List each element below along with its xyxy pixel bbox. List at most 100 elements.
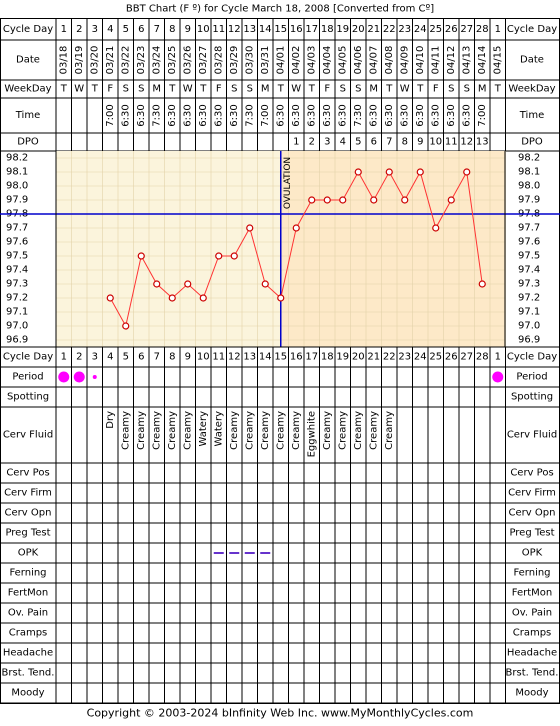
y-tick-label-left: 97.0	[6, 321, 28, 332]
temperature-point	[432, 224, 440, 232]
dpo-row-cell: 6	[371, 137, 377, 148]
cycle-day-cell-lower: 7	[154, 352, 160, 363]
date-row-cell: 03/29	[229, 46, 240, 75]
cycle-day-row-cell: 8	[169, 24, 175, 35]
lower-row-label-right: Cerv Pos	[510, 468, 553, 479]
date-row-cell: 03/27	[198, 46, 209, 75]
y-tick-label-left: 98.2	[6, 153, 28, 164]
date-row-cell: 04/05	[337, 46, 348, 75]
weekday-row-cell: W	[74, 84, 84, 95]
temperature-point	[184, 280, 192, 288]
cycle-day-row-cell: 5	[123, 24, 129, 35]
temperature-point	[230, 252, 238, 260]
y-tick-label-left: 97.3	[6, 279, 28, 290]
period-dot	[492, 371, 504, 383]
dpo-row-cell: 7	[386, 137, 392, 148]
date-row-cell: 03/20	[89, 46, 100, 75]
temperature-point	[246, 224, 254, 232]
weekday-row-cell: S	[247, 84, 253, 95]
weekday-row-cell: M	[152, 84, 161, 95]
lower-row-label-left: Spotting	[7, 392, 49, 403]
lower-row-label-right: Period	[516, 372, 547, 383]
y-tick-label-right: 97.2	[518, 293, 540, 304]
lower-row-label-left: Cerv Opn	[5, 508, 52, 519]
y-tick-label-right: 98.2	[518, 153, 540, 164]
time-row-cell: 6:30	[415, 104, 426, 126]
time-row-cell: 6:30	[136, 104, 147, 126]
time-row-cell: 6:30	[322, 104, 333, 126]
weekday-row-cell: F	[216, 84, 222, 95]
lower-row-label-right: FertMon	[512, 588, 552, 599]
cervical-fluid-cell: Creamy	[182, 411, 193, 450]
temperature-point	[447, 196, 455, 204]
period-dot	[92, 375, 97, 379]
cervical-fluid-cell: Creamy	[337, 411, 348, 450]
period-dot	[58, 371, 70, 383]
time-row-cell: 6:30	[306, 104, 317, 126]
time-row-cell: 6:30	[461, 104, 472, 126]
date-row-cell: 03/21	[105, 46, 116, 75]
cycle-day-cell-lower: 18	[321, 352, 334, 363]
temperature-point	[385, 168, 393, 176]
temperature-point	[416, 168, 424, 176]
date-row-cell: 04/04	[322, 46, 333, 75]
y-tick-label-left: 98.1	[6, 167, 28, 178]
cycle-day-row-cell: 3	[92, 24, 98, 35]
y-tick-label-right: 97.6	[518, 237, 540, 248]
date-row-cell: 04/14	[477, 46, 488, 75]
cycle-day-cell-lower: 27	[460, 352, 473, 363]
cycle-day-row-cell: 18	[321, 24, 334, 35]
y-tick-label-right: 96.9	[518, 335, 540, 346]
y-tick-label-left: 97.7	[6, 223, 28, 234]
weekday-row-cell: S	[123, 84, 129, 95]
cycle-day-row-cell: 4	[107, 24, 113, 35]
temperature-point	[261, 280, 269, 288]
date-row-cell: 04/06	[353, 46, 364, 75]
dpo-row-cell: 10	[429, 137, 442, 148]
period-dot	[73, 371, 85, 383]
cycle-day-row-cell: 20	[352, 24, 365, 35]
temperature-point	[478, 280, 486, 288]
dpo-row-cell: 2	[309, 137, 315, 148]
cycle-day-cell-lower: 4	[107, 352, 113, 363]
temperature-point	[137, 252, 145, 260]
lower-row-label-right: Ferning	[513, 568, 550, 579]
y-tick-label-right: 98.1	[518, 167, 540, 178]
dpo-row-cell: 5	[355, 137, 361, 148]
weekday-row-cell: S	[355, 84, 361, 95]
dpo-row-label-left: DPO	[17, 137, 39, 148]
date-row-cell: 03/22	[120, 46, 131, 75]
cycle-day-row-cell: 25	[429, 24, 442, 35]
lower-row-label-left: Cerv Fluid	[3, 430, 53, 441]
time-row-cell: 7:30	[244, 104, 255, 126]
temperature-point	[277, 294, 285, 302]
temperature-point	[199, 294, 207, 302]
weekday-row-cell: M	[261, 84, 270, 95]
time-row-cell: 7:00	[105, 104, 116, 126]
cervical-fluid-cell: Dry	[105, 411, 116, 429]
cycle-day-row-cell: 28	[476, 24, 489, 35]
cycle-day-cell-lower: 8	[169, 352, 175, 363]
cycle-day-row-cell: 7	[154, 24, 160, 35]
time-row-cell: 6:30	[120, 104, 131, 126]
weekday-row-label-left: WeekDay	[4, 84, 51, 95]
lower-row-label-left: Brst. Tend.	[2, 668, 55, 679]
weekday-row-cell: W	[291, 84, 301, 95]
cervical-fluid-cell: Eggwhite	[306, 411, 317, 457]
date-row-label-right: Date	[520, 55, 544, 66]
y-tick-label-left: 97.5	[6, 251, 28, 262]
cycle-day-cell-lower: 2	[76, 352, 82, 363]
weekday-row-cell: F	[433, 84, 439, 95]
y-tick-label-left: 97.1	[6, 307, 28, 318]
lower-row-label-right: Cycle Day	[507, 352, 557, 363]
lower-row-label-left: Cerv Pos	[6, 468, 49, 479]
cycle-day-row-cell: 11	[212, 24, 225, 35]
temperature-point	[401, 196, 409, 204]
date-row-cell: 04/15	[492, 46, 503, 75]
cycle-day-row-cell: 27	[460, 24, 473, 35]
cervical-fluid-cell: Creamy	[167, 411, 178, 450]
chart-title: BBT Chart (F º) for Cycle March 18, 2008…	[126, 4, 434, 15]
cycle-day-row-cell: 17	[305, 24, 318, 35]
cycle-day-row-cell: 12	[228, 24, 241, 35]
